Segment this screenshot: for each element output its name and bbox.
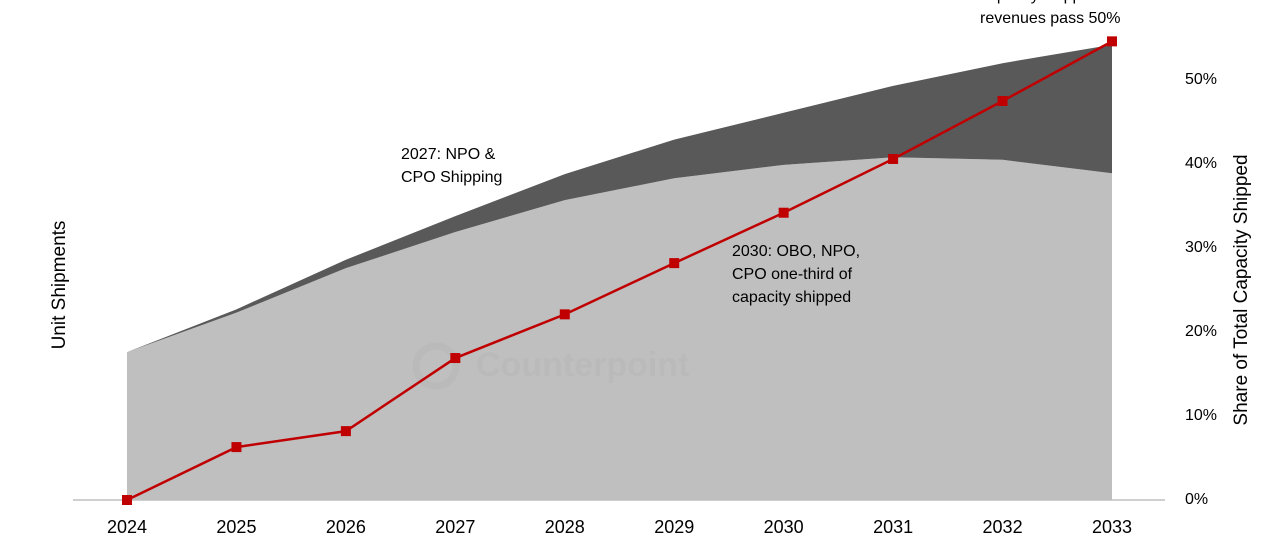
x-tick-label: 2028 (545, 517, 585, 537)
y-axis-label: Unit Shipments (49, 221, 70, 350)
annotation: CPO one-third of (732, 266, 853, 283)
area (127, 44, 1112, 353)
watermark: Counterpoint (476, 346, 689, 384)
y2-tick-label: 10% (1185, 407, 1217, 424)
watermark-logo (412, 342, 460, 390)
y2-tick-label: 60% (1185, 0, 1217, 4)
x-tick-label: 2029 (654, 517, 694, 537)
area (127, 157, 1112, 500)
marker (997, 96, 1008, 106)
marker (888, 153, 899, 164)
x-tick-label: 2033 (1092, 517, 1132, 537)
marker (231, 442, 242, 453)
x-tick-label: 2025 (216, 517, 256, 537)
x-tick-label: 2032 (983, 517, 1023, 537)
annotation: capacity shipped (732, 289, 851, 306)
y2-tick-label: 50% (1185, 71, 1217, 88)
annotation: capacity shipped & (980, 0, 1115, 4)
annotation: CPO Shipping (401, 169, 502, 186)
marker (1107, 36, 1117, 47)
y2-tick-label: 30% (1185, 239, 1217, 256)
marker (122, 495, 132, 505)
x-tick-label: 2030 (764, 517, 804, 537)
x-tick-label: 2024 (107, 517, 147, 537)
marker (559, 309, 570, 320)
marker (669, 258, 680, 269)
y2-tick-label: 0% (1185, 491, 1208, 508)
line (126, 40, 1113, 502)
x-tick-label: 2026 (326, 517, 366, 537)
x-tick-label: 2031 (873, 517, 913, 537)
marker (778, 207, 789, 218)
marker (340, 426, 351, 437)
y2-axis-label: Share of Total Capacity Shipped (1231, 154, 1252, 425)
y2-tick-label: 40% (1185, 155, 1217, 172)
x-tick-label: 2027 (435, 517, 475, 537)
annotation: revenues pass 50% (980, 10, 1121, 27)
y2-tick-label: 20% (1185, 323, 1217, 340)
marker (450, 353, 461, 364)
annotation: 2030: OBO, NPO, (732, 243, 860, 260)
annotation: 2027: NPO & (401, 146, 496, 163)
